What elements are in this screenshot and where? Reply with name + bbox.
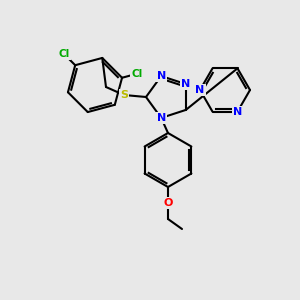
Text: N: N <box>181 79 190 89</box>
Text: N: N <box>195 85 205 95</box>
Text: Cl: Cl <box>131 69 142 79</box>
Text: S: S <box>120 90 128 100</box>
Text: Cl: Cl <box>59 49 70 59</box>
Text: N: N <box>157 113 166 123</box>
Text: O: O <box>163 198 173 208</box>
Text: N: N <box>157 71 166 81</box>
Text: N: N <box>233 107 242 117</box>
